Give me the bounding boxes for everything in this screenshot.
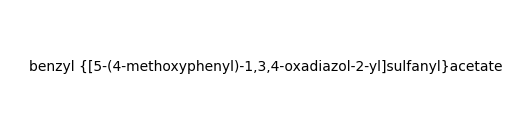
Text: benzyl {[5-(4-methoxyphenyl)-1,3,4-oxadiazol-2-yl]sulfanyl}acetate: benzyl {[5-(4-methoxyphenyl)-1,3,4-oxadi… — [29, 60, 503, 74]
